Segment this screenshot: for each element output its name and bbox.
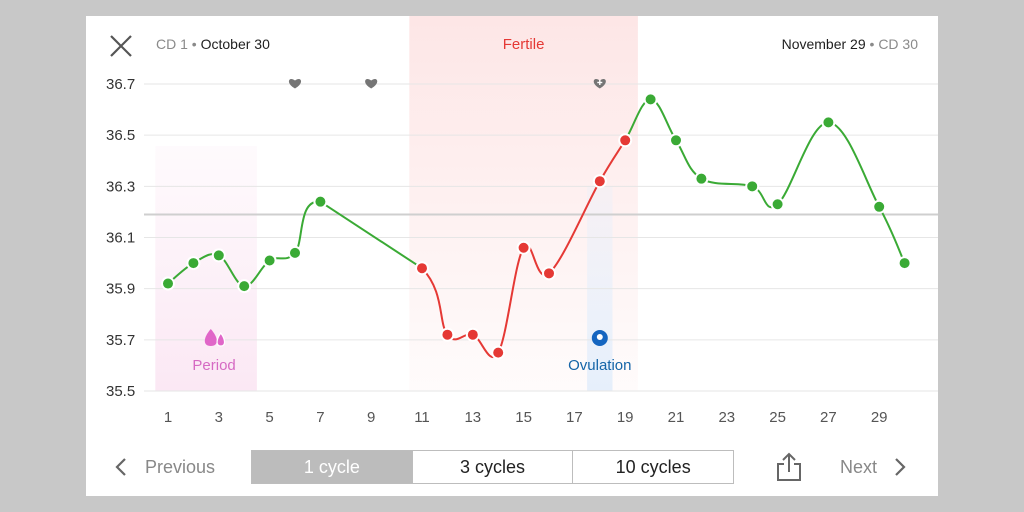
cycle-chart-card: 36.7 36.5 36.3 36.1 35.9 35.7 35.5 1 3 5 7 9 11 13 15… (86, 16, 938, 496)
x-tick-label: 1 (164, 409, 172, 426)
temperature-point[interactable] (745, 179, 760, 194)
temperature-point[interactable] (618, 133, 633, 148)
x-tick-label: 29 (871, 409, 888, 426)
temperature-line-segment (650, 98, 677, 141)
temperature-point[interactable] (669, 133, 683, 148)
previous-label: Previous (145, 456, 216, 477)
temperature-point[interactable] (186, 256, 201, 271)
temperature-line-segment (294, 200, 321, 254)
tab-10-cycles[interactable]: 10 cycles (572, 451, 733, 483)
x-tick-label: 17 (566, 409, 583, 426)
period-label: Period (192, 357, 235, 374)
x-tick-label: 27 (820, 409, 837, 426)
temperature-point[interactable] (161, 276, 175, 291)
tab-1-cycle[interactable]: 1 cycle (252, 451, 412, 483)
next-label: Next (840, 456, 878, 477)
x-tick-label: 5 (265, 409, 273, 426)
end-cycle-day: CD 30 (878, 36, 918, 52)
temperature-point[interactable] (872, 199, 887, 214)
end-separator: • (869, 36, 875, 52)
temperature-point[interactable] (211, 248, 226, 263)
cycle-range-selector: 1 cycle 3 cycles 10 cycles (251, 450, 734, 484)
y-tick-label: 36.3 (106, 178, 135, 195)
chart-footer: Previous 1 cycle 3 cycles 10 cycles Next (86, 448, 938, 486)
x-tick-label: 15 (515, 409, 532, 426)
temperature-line-segment (776, 121, 829, 206)
temperature-point[interactable] (440, 327, 455, 342)
period-band (155, 146, 257, 391)
x-tick-label: 9 (367, 409, 375, 426)
start-date: October 30 (200, 36, 270, 52)
temperature-point[interactable] (821, 115, 836, 130)
temperature-chart: 36.736.536.336.135.935.735.5 1 3 5 7 9 11 13 15… (106, 16, 938, 426)
temperature-line-segment (497, 247, 525, 354)
temperature-point[interactable] (592, 174, 607, 189)
temperature-point[interactable] (643, 92, 658, 107)
x-tick-label: 3 (215, 409, 223, 426)
heart-icon (288, 79, 302, 89)
start-cycle-day: CD 1 (156, 36, 188, 52)
heart-icon (365, 79, 378, 89)
tab-3-cycles[interactable]: 3 cycles (411, 451, 573, 483)
ovulation-label: Ovulation (568, 357, 631, 374)
x-tick-label: 23 (718, 409, 735, 426)
x-tick-label: 21 (668, 409, 685, 426)
start-separator: • (191, 36, 197, 52)
y-tick-label: 36.1 (106, 230, 135, 247)
cycle-start-label: CD 1 • October 30 (156, 34, 270, 54)
ovulation-icon-center (596, 334, 603, 340)
temperature-point[interactable] (313, 194, 328, 209)
temperature-line-segment (548, 180, 601, 275)
x-tick-label: 11 (414, 409, 430, 426)
x-tick-label: 19 (617, 409, 634, 426)
temperature-point[interactable] (237, 279, 252, 294)
y-tick-label: 35.5 (106, 383, 135, 400)
period-drop-icon (204, 329, 217, 346)
close-button[interactable] (106, 31, 136, 61)
temperature-point[interactable] (288, 245, 302, 260)
share-button[interactable] (776, 452, 802, 482)
temperature-point[interactable] (770, 197, 785, 212)
temperature-point[interactable] (897, 256, 912, 271)
y-tick-label: 35.9 (106, 281, 135, 298)
y-tick-label: 36.5 (106, 127, 135, 144)
previous-button[interactable]: Previous (114, 448, 215, 486)
temperature-point[interactable] (516, 240, 531, 255)
next-button[interactable]: Next (840, 448, 907, 486)
temperature-point[interactable] (694, 171, 709, 186)
y-tick-label: 36.7 (106, 76, 135, 93)
temperature-point[interactable] (542, 266, 556, 281)
fertile-label: Fertile (503, 36, 545, 53)
x-tick-label: 25 (769, 409, 786, 426)
temperature-point[interactable] (262, 253, 277, 268)
temperature-point[interactable] (491, 345, 506, 360)
close-icon (110, 35, 132, 57)
end-date: November 29 (781, 36, 866, 52)
temperature-line-segment (700, 177, 753, 188)
period-drop-icon (216, 331, 226, 347)
temperature-point[interactable] (415, 261, 429, 276)
cycle-end-label: November 29 • CD 30 (782, 34, 918, 54)
chevron-left-icon (115, 458, 126, 476)
y-tick-label: 35.7 (106, 332, 135, 349)
share-icon (777, 452, 801, 481)
temperature-line-segment (319, 200, 423, 270)
x-tick-label: 13 (464, 409, 481, 426)
temperature-point[interactable] (465, 327, 480, 342)
chevron-right-icon (895, 458, 906, 476)
x-tick-label: 7 (316, 409, 324, 426)
